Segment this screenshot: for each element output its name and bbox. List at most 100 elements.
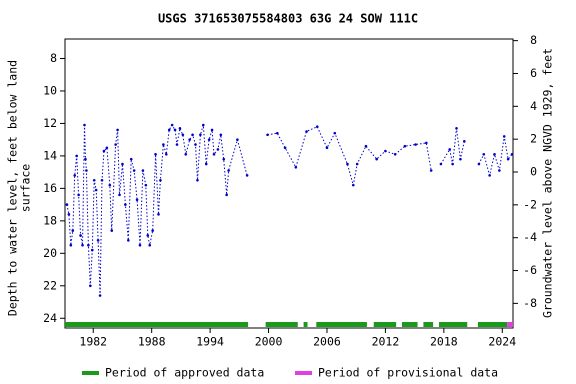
data-point bbox=[92, 178, 96, 182]
y-tick-label: 16 bbox=[43, 181, 57, 195]
y-tick-label: 14 bbox=[43, 148, 57, 162]
data-point bbox=[129, 157, 133, 161]
x-tick-label: 2024 bbox=[488, 335, 516, 349]
data-point bbox=[75, 154, 78, 158]
y2-tick-label: 4 bbox=[530, 99, 537, 113]
data-point bbox=[414, 143, 417, 146]
data-point bbox=[384, 149, 387, 153]
data-point bbox=[89, 284, 92, 288]
x-tick-label: 2006 bbox=[313, 335, 341, 349]
data-point bbox=[191, 133, 194, 137]
data-point bbox=[73, 174, 77, 177]
data-point bbox=[477, 162, 481, 166]
data-point bbox=[510, 152, 514, 156]
data-point bbox=[236, 138, 239, 141]
data-point bbox=[451, 162, 454, 166]
data-point bbox=[219, 133, 223, 137]
approved-period bbox=[65, 322, 249, 327]
y-tick-label: 22 bbox=[43, 278, 57, 292]
data-point bbox=[135, 198, 139, 202]
approved-period bbox=[438, 322, 468, 327]
data-point bbox=[148, 243, 152, 247]
y2-tick-label: -8 bbox=[523, 296, 537, 310]
y2-tick-label: 8 bbox=[530, 33, 537, 47]
data-point bbox=[105, 146, 109, 150]
data-point bbox=[283, 146, 287, 150]
data-point bbox=[375, 157, 378, 161]
data-point bbox=[108, 183, 112, 187]
data-point bbox=[225, 193, 228, 197]
y-tick-label: 18 bbox=[43, 213, 57, 227]
data-point bbox=[245, 174, 249, 177]
chart-title: USGS 371653075584803 63G 24 SOW 111C bbox=[158, 12, 418, 26]
data-point bbox=[159, 178, 162, 182]
data-point bbox=[216, 148, 220, 151]
data-point bbox=[69, 243, 73, 247]
data-point bbox=[459, 157, 462, 161]
y2-tick-label: 0 bbox=[530, 165, 537, 179]
provisional-period bbox=[507, 322, 513, 327]
data-point bbox=[98, 294, 102, 297]
data-point bbox=[85, 169, 88, 172]
approved-period bbox=[373, 322, 397, 327]
data-point bbox=[199, 133, 202, 137]
data-point bbox=[127, 239, 130, 242]
approved-period bbox=[423, 322, 434, 327]
y2-tick-label: -4 bbox=[523, 230, 537, 244]
data-point bbox=[188, 138, 191, 141]
data-point bbox=[201, 123, 205, 127]
data-point bbox=[333, 131, 337, 135]
plot-frame bbox=[64, 38, 514, 329]
approved-period bbox=[477, 322, 508, 327]
data-point bbox=[506, 157, 510, 161]
legend-label: Period of provisional data bbox=[318, 366, 498, 380]
data-point bbox=[178, 126, 182, 130]
data-point bbox=[184, 152, 188, 156]
data-point bbox=[425, 141, 428, 145]
data-point bbox=[305, 130, 308, 133]
data-point bbox=[144, 183, 148, 187]
data-point bbox=[266, 133, 269, 137]
approved-period bbox=[303, 322, 308, 327]
data-point bbox=[151, 229, 154, 232]
data-point bbox=[154, 152, 157, 156]
y-tick-label: 20 bbox=[43, 246, 57, 260]
data-point bbox=[175, 143, 179, 146]
data-point bbox=[315, 125, 319, 128]
x-tick-label: 1988 bbox=[138, 335, 166, 349]
data-point bbox=[194, 143, 197, 146]
data-point bbox=[96, 239, 100, 242]
data-point bbox=[325, 146, 329, 150]
data-point bbox=[124, 203, 127, 206]
data-point bbox=[276, 131, 279, 135]
data-point bbox=[157, 213, 160, 216]
data-point bbox=[488, 174, 491, 177]
approved-period bbox=[316, 322, 367, 327]
data-point bbox=[114, 143, 117, 146]
data-point bbox=[196, 178, 199, 182]
data-point bbox=[173, 128, 177, 132]
data-point bbox=[167, 128, 171, 132]
data-point bbox=[164, 152, 168, 156]
y-tick-label: 24 bbox=[43, 311, 57, 325]
data-point bbox=[100, 178, 104, 182]
x-tick-label: 2018 bbox=[430, 335, 458, 349]
y2-tick-label: -2 bbox=[523, 197, 537, 211]
data-line bbox=[66, 124, 513, 296]
x-tick-label: 2012 bbox=[372, 335, 400, 349]
data-point bbox=[146, 234, 150, 237]
data-point bbox=[355, 162, 359, 166]
data-point bbox=[170, 123, 174, 127]
y-tick-label: 12 bbox=[43, 116, 57, 130]
data-point bbox=[448, 148, 451, 151]
data-point bbox=[463, 139, 466, 143]
data-point bbox=[90, 248, 94, 252]
x-tick-label: 2000 bbox=[255, 335, 283, 349]
data-point bbox=[79, 234, 82, 237]
data-point bbox=[77, 193, 80, 197]
data-point bbox=[141, 169, 145, 172]
approved-period bbox=[401, 322, 418, 327]
data-point bbox=[294, 165, 298, 169]
